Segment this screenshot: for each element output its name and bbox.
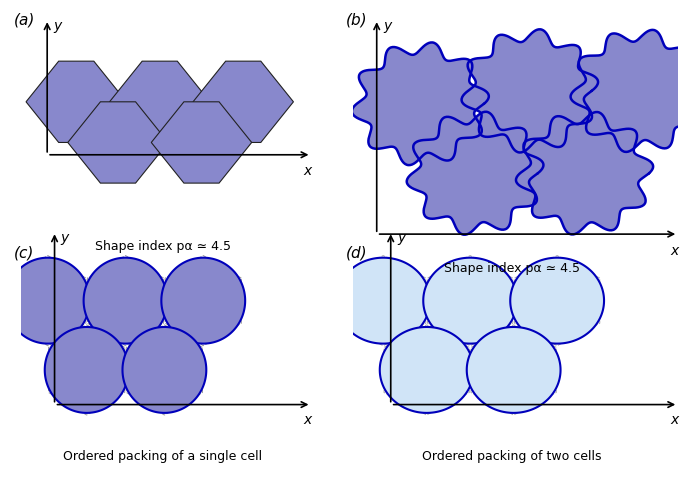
Text: (b): (b) bbox=[346, 12, 367, 27]
Polygon shape bbox=[407, 112, 543, 235]
Text: x: x bbox=[303, 164, 311, 178]
Text: Shape index pα ≃ 4.5: Shape index pα ≃ 4.5 bbox=[444, 262, 580, 275]
Polygon shape bbox=[109, 61, 210, 143]
Text: (a): (a) bbox=[14, 12, 35, 27]
Polygon shape bbox=[380, 327, 473, 413]
Text: (c): (c) bbox=[14, 246, 34, 261]
Polygon shape bbox=[68, 102, 168, 183]
Text: Ordered packing of two cells: Ordered packing of two cells bbox=[422, 450, 602, 463]
Text: y: y bbox=[397, 231, 406, 245]
Polygon shape bbox=[26, 61, 127, 143]
Polygon shape bbox=[45, 327, 129, 413]
Text: x: x bbox=[670, 414, 678, 428]
Polygon shape bbox=[84, 258, 167, 344]
Polygon shape bbox=[6, 258, 90, 344]
Text: y: y bbox=[383, 19, 392, 33]
Polygon shape bbox=[336, 258, 430, 344]
Text: x: x bbox=[670, 244, 678, 258]
Text: y: y bbox=[60, 231, 69, 245]
Text: y: y bbox=[53, 19, 62, 33]
Text: x: x bbox=[303, 414, 311, 428]
Polygon shape bbox=[516, 112, 653, 234]
Polygon shape bbox=[193, 61, 293, 143]
Text: Ordered packing of a single cell: Ordered packing of a single cell bbox=[63, 450, 262, 463]
Polygon shape bbox=[152, 102, 252, 183]
Polygon shape bbox=[466, 327, 561, 413]
Polygon shape bbox=[352, 42, 489, 165]
Text: Shape index pα ≃ 4.5: Shape index pα ≃ 4.5 bbox=[95, 240, 230, 253]
Text: (d): (d) bbox=[346, 246, 367, 261]
Polygon shape bbox=[462, 29, 598, 152]
Polygon shape bbox=[161, 258, 245, 344]
Polygon shape bbox=[122, 327, 206, 413]
Polygon shape bbox=[571, 30, 692, 152]
Polygon shape bbox=[510, 258, 604, 344]
Polygon shape bbox=[424, 258, 517, 344]
